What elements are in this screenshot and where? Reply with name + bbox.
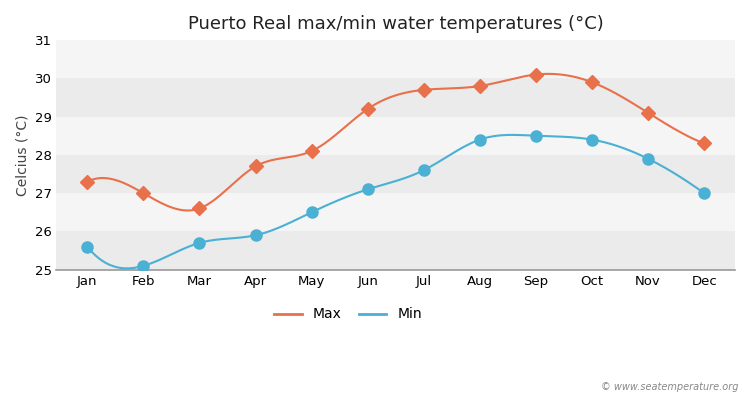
- Bar: [56, 117, 735, 155]
- Legend: Max, Min: Max, Min: [268, 302, 428, 327]
- Bar: [56, 155, 735, 193]
- Y-axis label: Celcius (°C): Celcius (°C): [15, 114, 29, 196]
- Title: Puerto Real max/min water temperatures (°C): Puerto Real max/min water temperatures (…: [188, 15, 604, 33]
- Bar: [56, 40, 735, 78]
- Bar: [56, 232, 735, 270]
- Bar: [56, 78, 735, 117]
- Text: © www.seatemperature.org: © www.seatemperature.org: [602, 382, 739, 392]
- Bar: [56, 193, 735, 232]
